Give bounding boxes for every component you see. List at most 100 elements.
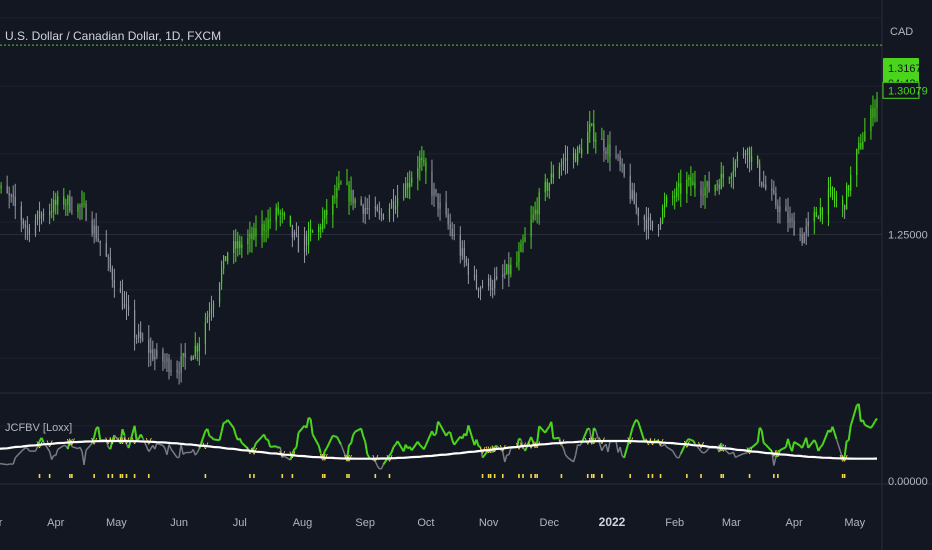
indicator-segment [819,444,824,448]
candle-body [789,218,791,223]
signal-tick [773,474,775,478]
indicator-segment [679,440,688,455]
indicator-segment [439,424,448,437]
candle-body [773,190,775,193]
candle-body [779,206,781,213]
candle-body [212,303,215,309]
indicator-segment [779,446,787,452]
indicator-segment [732,451,737,458]
candle-body [566,157,569,160]
candle-body [763,184,765,186]
indicator-segment [445,432,449,437]
indicator-segment [209,435,212,439]
candle-body [318,226,320,233]
candle-body [182,353,184,357]
candle-body [267,219,269,231]
time-axis[interactable]: Mar Apr May Jun Jul Aug Sep Oct Nov Dec 2022 Feb Mar… [0,515,866,529]
indicator-segment [478,445,481,448]
candle-body [720,173,722,189]
candle-body [184,353,186,358]
candle-body [746,148,749,155]
candle-body [451,229,453,237]
candle-body [617,155,619,157]
candle-body [38,211,41,219]
candle-body [407,183,409,188]
candle-body [20,206,22,221]
candle-body [83,203,85,205]
indicator-segment [704,450,708,454]
price-axis[interactable]: 1.25000 [888,229,928,241]
candle-body [750,156,753,163]
candle-body [833,195,836,200]
indicator-segment [857,403,862,422]
candle-body [279,212,281,214]
candle-body [562,161,565,165]
candle-body [99,240,101,244]
indicator-pane[interactable]: V V VV V VV VV V V V VV V V V V V VV VVV V VV V V V V V V V VV V V V V… [0,403,878,478]
indicator-segment [54,449,59,456]
indicator-segment [453,435,462,446]
signal-tick [501,474,504,478]
candle-body [332,196,334,215]
signal-tick [592,474,595,478]
signal-tick [522,474,524,478]
candle-body [635,204,637,209]
indicator-segment [238,438,243,444]
signal-tick [590,474,593,478]
indicator-segment [664,443,668,448]
indicator-segment [593,427,597,432]
time-tick-label: Sep [355,517,375,529]
candle-body [593,123,595,142]
indicator-segment [71,445,79,450]
indicator-segment [805,437,810,449]
candle-body [532,214,534,220]
time-tick-label: Jul [233,517,247,529]
candle-body [34,220,37,235]
signal-tick [560,474,563,478]
candle-body [196,345,198,352]
signal-tick [720,474,723,478]
signal-tick [481,474,484,478]
candle-body [453,234,455,237]
candle-body [477,288,480,292]
candle-body [716,184,718,186]
candle-body [142,338,144,340]
candle-body [447,214,449,225]
indicator-segment [14,450,22,459]
indicator-segment [396,440,405,452]
candle-body [631,190,633,199]
candle-body [581,149,583,154]
candle-body [520,243,522,252]
candle-body [488,278,490,287]
indicator-segment [297,424,306,434]
indicator-segment [148,448,152,453]
candle-body [289,215,291,226]
candle-body [835,199,838,201]
price-candles[interactable] [0,92,878,385]
time-tick-label: May [106,517,127,529]
candle-body [589,123,591,132]
candle-body [269,219,271,221]
candle-body [69,196,71,211]
candle-body [378,210,380,214]
candle-body [666,197,668,204]
candle-body [275,207,277,221]
candle-body [787,211,789,223]
candle-body [93,225,95,234]
indicator-segment [392,443,397,448]
indicator-segment [241,442,249,450]
candle-body [125,303,128,306]
candle-body [870,108,872,132]
candle-body [858,142,860,150]
candle-body [536,209,538,215]
candle-body [419,157,421,169]
signal-tick [601,474,603,478]
signal-tick [777,474,779,478]
indicator-segment [577,443,581,447]
indicator-segment [807,439,816,449]
indicator-segment [362,435,367,443]
candle-body [508,264,510,275]
indicator-segment [700,450,704,454]
candle-body [522,241,524,244]
